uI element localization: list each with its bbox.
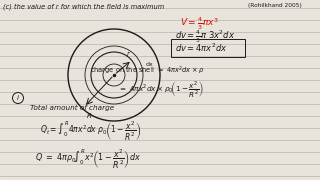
Text: $dv = \frac{4}{3}\pi\ 3x^2dx$: $dv = \frac{4}{3}\pi\ 3x^2dx$: [175, 29, 235, 45]
Text: dx: dx: [146, 62, 154, 68]
Text: charge on the shell $=\ 4\pi x^2 dx \times \rho$: charge on the shell $=\ 4\pi x^2 dx \tim…: [90, 65, 204, 77]
Text: R: R: [87, 113, 92, 119]
Text: $Q_t = \int_0^R 4\pi x^2 dx\ \rho_0\!\left(1-\dfrac{x^2}{R^2}\right)$: $Q_t = \int_0^R 4\pi x^2 dx\ \rho_0\!\le…: [40, 120, 141, 143]
Text: i: i: [17, 95, 19, 101]
Text: $dv = 4\pi x^2dx$: $dv = 4\pi x^2dx$: [175, 42, 228, 54]
Text: $=\ 4\pi x^2 dx \times \rho_0\!\left(1-\dfrac{x^2}{R^2}\right)$: $=\ 4\pi x^2 dx \times \rho_0\!\left(1-\…: [118, 79, 204, 99]
Text: r: r: [127, 51, 129, 57]
Text: Total amount of charge: Total amount of charge: [30, 105, 114, 111]
Text: $Q\ =\ 4\pi\rho_0\!\int_0^R x^2\!\left(1-\dfrac{x^2}{R^2}\right)dx$: $Q\ =\ 4\pi\rho_0\!\int_0^R x^2\!\left(1…: [35, 148, 141, 171]
Text: (c) the value of r for which the field is maximum: (c) the value of r for which the field i…: [3, 3, 164, 10]
Text: (Rohilkhand 2005): (Rohilkhand 2005): [248, 3, 302, 8]
Text: $V = \frac{4}{3}\pi x^3$: $V = \frac{4}{3}\pi x^3$: [180, 15, 219, 32]
